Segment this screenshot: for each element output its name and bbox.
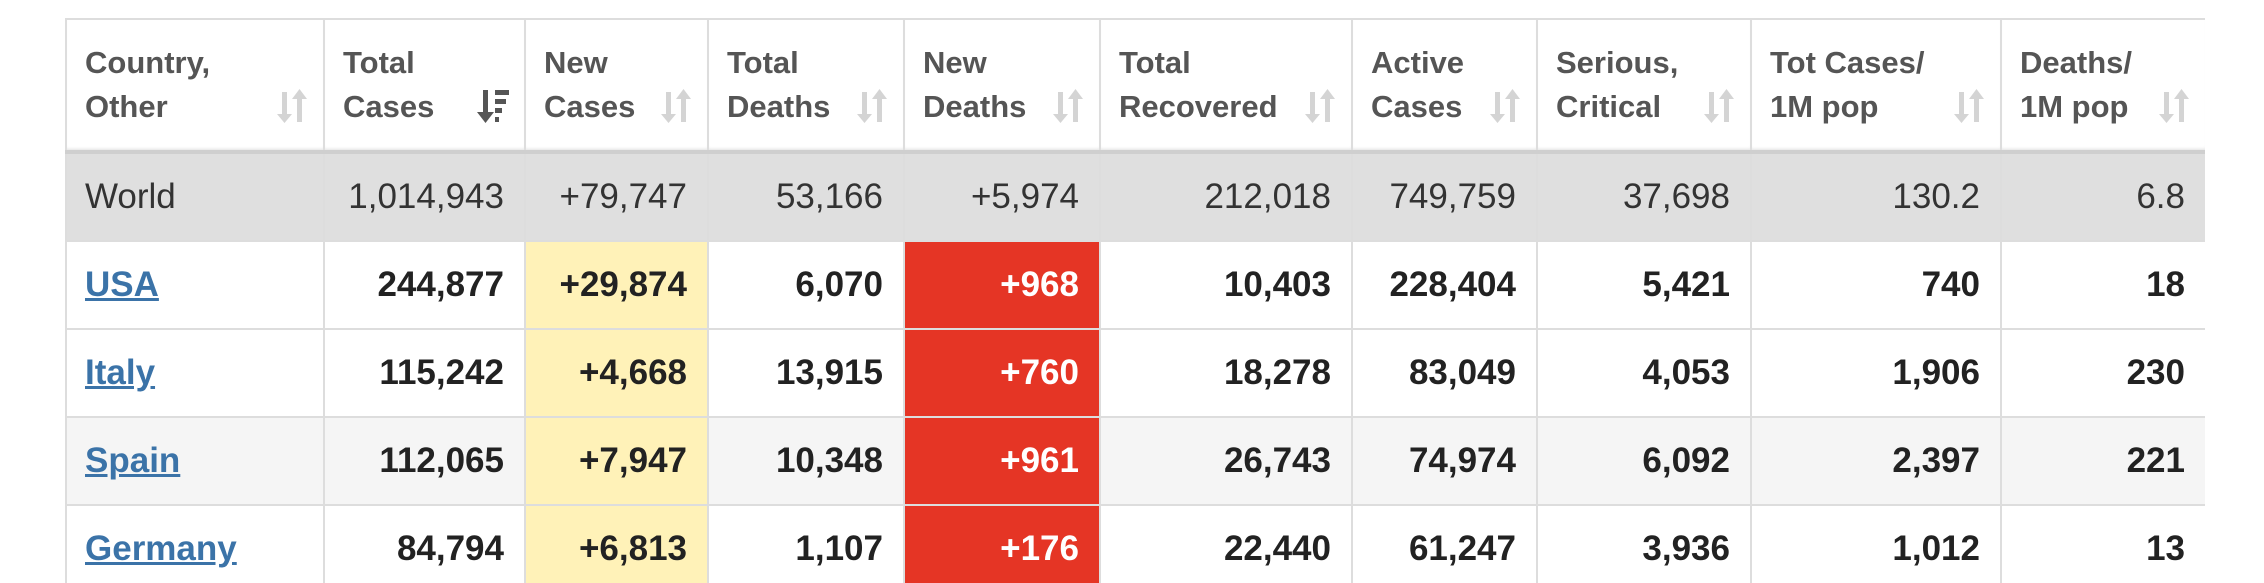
coronavirus-cases-table: Country, Other Total Cases New Cases Tot… [65, 18, 2205, 583]
total-cases-cell: 84,794 [323, 504, 526, 583]
world-total-cases: 1,014,943 [323, 151, 526, 242]
world-deaths-per-1m: 6.8 [2000, 151, 2205, 242]
country-name-cell: Germany [65, 504, 325, 583]
total-recovered-cell: 10,403 [1099, 240, 1353, 330]
serious-critical-cell: 6,092 [1536, 416, 1752, 506]
column-header-label: New Deaths [923, 45, 1027, 124]
column-header-label: Country, Other [85, 45, 211, 124]
sort-arrows-icon[interactable] [2157, 88, 2191, 124]
new-cases-cell: +7,947 [524, 416, 709, 506]
country-link-usa[interactable]: USA [85, 265, 159, 304]
table-row-germany: Germany 84,794 +6,813 1,107 +176 22,440 … [65, 504, 2205, 583]
country-link-germany[interactable]: Germany [85, 529, 237, 568]
sort-arrows-icon[interactable] [1051, 88, 1085, 124]
new-deaths-cell: +961 [903, 416, 1101, 506]
new-deaths-cell: +968 [903, 240, 1101, 330]
sort-descending-icon[interactable] [476, 88, 510, 124]
total-deaths-cell: 13,915 [707, 328, 905, 418]
column-header-tot-cases-per-1m[interactable]: Tot Cases/ 1M pop [1750, 18, 2002, 154]
country-name-cell: Italy [65, 328, 325, 418]
sort-arrows-icon[interactable] [659, 88, 693, 124]
tot-cases-per-1m-cell: 1,906 [1750, 328, 2002, 418]
table-row-spain: Spain 112,065 +7,947 10,348 +961 26,743 … [65, 416, 2205, 506]
total-cases-cell: 112,065 [323, 416, 526, 506]
column-header-active-cases[interactable]: Active Cases [1351, 18, 1538, 154]
total-recovered-cell: 22,440 [1099, 504, 1353, 583]
sort-arrows-icon[interactable] [275, 88, 309, 124]
sort-arrows-icon[interactable] [1952, 88, 1986, 124]
column-header-deaths-per-1m[interactable]: Deaths/ 1M pop [2000, 18, 2205, 154]
coronavirus-cases-table-container: Country, Other Total Cases New Cases Tot… [65, 18, 2205, 583]
column-header-label: Tot Cases/ 1M pop [1770, 45, 1925, 124]
total-cases-cell: 115,242 [323, 328, 526, 418]
world-new-deaths: +5,974 [903, 151, 1101, 242]
sort-arrows-icon[interactable] [1702, 88, 1736, 124]
new-deaths-cell: +760 [903, 328, 1101, 418]
column-header-serious-critical[interactable]: Serious, Critical [1536, 18, 1752, 154]
tot-cases-per-1m-cell: 740 [1750, 240, 2002, 330]
serious-critical-cell: 4,053 [1536, 328, 1752, 418]
column-header-label: Total Recovered [1119, 45, 1278, 124]
table-row-usa: USA 244,877 +29,874 6,070 +968 10,403 22… [65, 240, 2205, 330]
active-cases-cell: 74,974 [1351, 416, 1538, 506]
sort-arrows-icon[interactable] [855, 88, 889, 124]
sort-arrows-icon[interactable] [1303, 88, 1337, 124]
country-link-spain[interactable]: Spain [85, 441, 181, 480]
world-tot-cases-per-1m: 130.2 [1750, 151, 2002, 242]
active-cases-cell: 83,049 [1351, 328, 1538, 418]
column-header-label: Active Cases [1371, 45, 1465, 124]
column-header-label: New Cases [544, 45, 636, 124]
column-header-label: Total Deaths [727, 45, 831, 124]
world-new-cases: +79,747 [524, 151, 709, 242]
table-header-row: Country, Other Total Cases New Cases Tot… [65, 18, 2205, 154]
column-header-total-cases[interactable]: Total Cases [323, 18, 526, 154]
table-row-italy: Italy 115,242 +4,668 13,915 +760 18,278 … [65, 328, 2205, 418]
deaths-per-1m-cell: 221 [2000, 416, 2205, 506]
total-deaths-cell: 6,070 [707, 240, 905, 330]
tot-cases-per-1m-cell: 1,012 [1750, 504, 2002, 583]
total-deaths-cell: 10,348 [707, 416, 905, 506]
country-link-italy[interactable]: Italy [85, 353, 156, 392]
world-total-row: World 1,014,943 +79,747 53,166 +5,974 21… [65, 151, 2205, 242]
deaths-per-1m-cell: 230 [2000, 328, 2205, 418]
deaths-per-1m-cell: 18 [2000, 240, 2205, 330]
total-recovered-cell: 18,278 [1099, 328, 1353, 418]
total-recovered-cell: 26,743 [1099, 416, 1353, 506]
serious-critical-cell: 5,421 [1536, 240, 1752, 330]
column-header-country[interactable]: Country, Other [65, 18, 325, 154]
new-cases-cell: +4,668 [524, 328, 709, 418]
total-cases-cell: 244,877 [323, 240, 526, 330]
column-header-label: Serious, Critical [1556, 45, 1679, 124]
active-cases-cell: 228,404 [1351, 240, 1538, 330]
deaths-per-1m-cell: 13 [2000, 504, 2205, 583]
column-header-new-deaths[interactable]: New Deaths [903, 18, 1101, 154]
world-total-deaths: 53,166 [707, 151, 905, 242]
new-deaths-cell: +176 [903, 504, 1101, 583]
column-header-total-recovered[interactable]: Total Recovered [1099, 18, 1353, 154]
country-name-cell: Spain [65, 416, 325, 506]
country-name-cell: USA [65, 240, 325, 330]
sort-arrows-icon[interactable] [1488, 88, 1522, 124]
column-header-total-deaths[interactable]: Total Deaths [707, 18, 905, 154]
column-header-new-cases[interactable]: New Cases [524, 18, 709, 154]
world-total-recovered: 212,018 [1099, 151, 1353, 242]
new-cases-cell: +6,813 [524, 504, 709, 583]
column-header-label: Total Cases [343, 45, 435, 124]
serious-critical-cell: 3,936 [1536, 504, 1752, 583]
column-header-label: Deaths/ 1M pop [2020, 45, 2132, 124]
tot-cases-per-1m-cell: 2,397 [1750, 416, 2002, 506]
total-deaths-cell: 1,107 [707, 504, 905, 583]
world-serious-critical: 37,698 [1536, 151, 1752, 242]
world-active-cases: 749,759 [1351, 151, 1538, 242]
new-cases-cell: +29,874 [524, 240, 709, 330]
world-name: World [65, 151, 325, 242]
active-cases-cell: 61,247 [1351, 504, 1538, 583]
